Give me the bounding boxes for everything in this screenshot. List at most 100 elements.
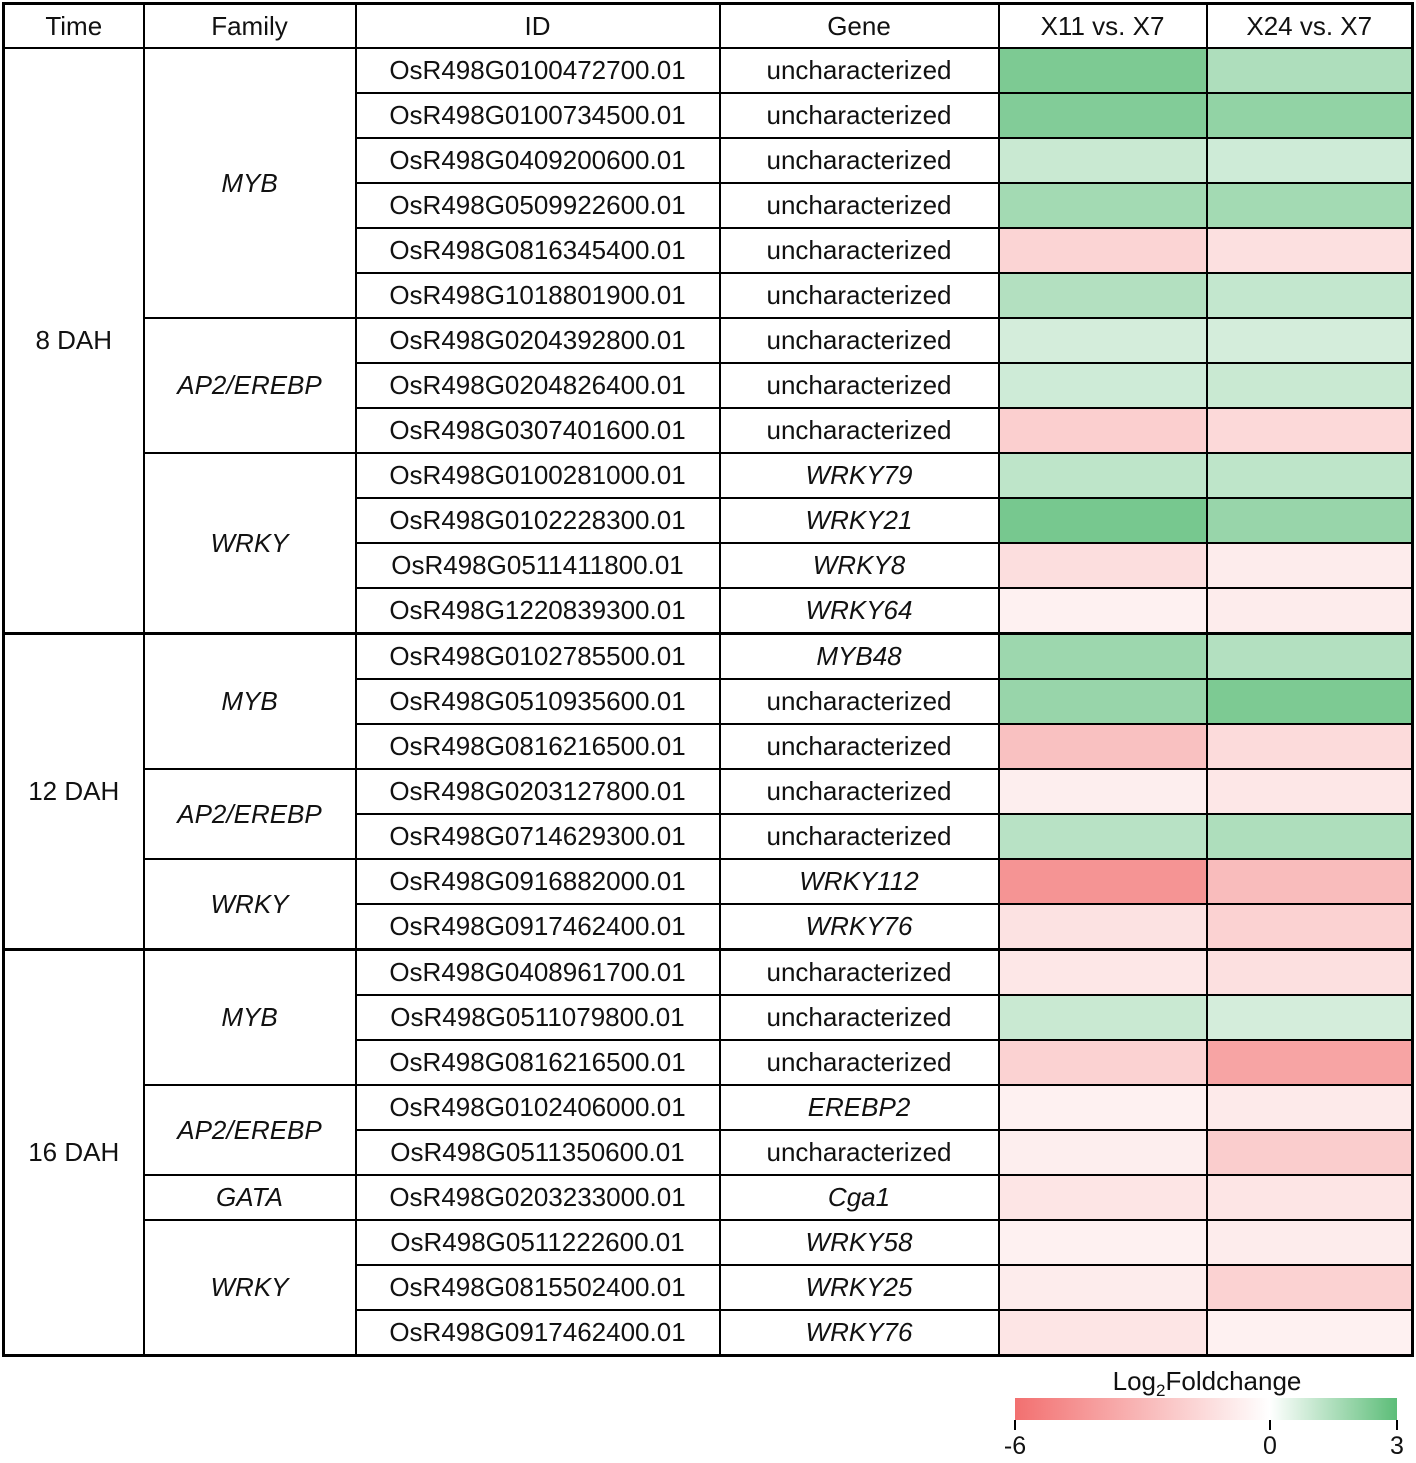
table-row: AP2/EREBP OsR498G0204392800.01 uncharacter… <box>4 317 1414 454</box>
heat-cell-x24-vs-x7 <box>1205 768 1414 815</box>
legend-title-prefix: Log <box>1112 1366 1157 1396</box>
heat-cell-x24-vs-x7 <box>1205 1084 1414 1131</box>
header-family: Family <box>142 2 357 49</box>
id-cell: OsR498G0102785500.01 <box>354 632 721 680</box>
header-row: Time Family ID Gene X11 vs. X7 X24 vs. X… <box>2 2 1414 49</box>
table-row: WRKY OsR498G0100281000.01 WRKY79 <box>4 452 1414 635</box>
table-row: WRKY OsR498G0916882000.01 WRKY112 <box>4 858 1414 951</box>
table-row: AP2/EREBP OsR498G0102406000.01 EREBP2 <box>4 1084 1414 1176</box>
table-row: 16 DAH MYB OsR498G0408961700.01 uncharacter… <box>2 948 1414 1357</box>
time-cell: 16 DAH <box>2 948 145 1357</box>
legend-tick-max <box>1396 1420 1398 1430</box>
heat-cell-x24-vs-x7 <box>1205 497 1414 544</box>
gene-cell: uncharacterized <box>718 272 1000 319</box>
table-row: 8 DAH MYB OsR498G0100472700.01 uncharacteri… <box>2 47 1414 635</box>
heat-cell-x11-vs-x7 <box>997 452 1208 499</box>
table-row: OsR498G0511079800.01 uncharacterized <box>4 994 1414 1041</box>
gene-cell: uncharacterized <box>718 182 1000 229</box>
heat-cell-x11-vs-x7 <box>997 497 1208 544</box>
heat-cell-x11-vs-x7 <box>997 1264 1208 1311</box>
gene-cell: uncharacterized <box>718 768 1000 815</box>
id-cell: OsR498G0203127800.01 <box>354 768 721 815</box>
gene-cell: uncharacterized <box>718 1129 1000 1176</box>
heat-cell-x11-vs-x7 <box>997 768 1208 815</box>
id-cell: OsR498G0511411800.01 <box>354 542 721 589</box>
table-row: OsR498G0917462400.01 WRKY76 <box>4 1309 1414 1357</box>
table-row: OsR498G0509922600.01 uncharacterized <box>4 182 1414 229</box>
heat-cell-x24-vs-x7 <box>1205 227 1414 274</box>
heat-cell-x24-vs-x7 <box>1205 903 1414 951</box>
header-x11-vs-x7: X11 vs. X7 <box>997 2 1208 49</box>
heat-cell-x11-vs-x7 <box>997 587 1208 635</box>
table-row: OsR498G0102228300.01 WRKY21 <box>4 497 1414 544</box>
legend-tick-min <box>1014 1420 1016 1430</box>
heat-cell-x11-vs-x7 <box>997 858 1208 905</box>
heat-cell-x24-vs-x7 <box>1205 407 1414 454</box>
id-cell: OsR498G0509922600.01 <box>354 182 721 229</box>
family-cell: AP2/EREBP <box>142 768 357 860</box>
heat-cell-x11-vs-x7 <box>997 903 1208 951</box>
heat-cell-x24-vs-x7 <box>1205 994 1414 1041</box>
heat-cell-x24-vs-x7 <box>1205 137 1414 184</box>
heat-cell-x11-vs-x7 <box>997 182 1208 229</box>
id-cell: OsR498G0409200600.01 <box>354 137 721 184</box>
heat-cell-x24-vs-x7 <box>1205 1264 1414 1311</box>
id-cell: OsR498G0511079800.01 <box>354 994 721 1041</box>
id-cell: OsR498G0511350600.01 <box>354 1129 721 1176</box>
id-cell: OsR498G0511222600.01 <box>354 1219 721 1266</box>
heat-cell-x24-vs-x7 <box>1205 542 1414 589</box>
family-cell: MYB <box>142 632 357 770</box>
gene-cell: uncharacterized <box>718 47 1000 94</box>
table-row: OsR498G0917462400.01 WRKY76 <box>4 903 1414 951</box>
heat-cell-x11-vs-x7 <box>997 1129 1208 1176</box>
gene-cell: WRKY21 <box>718 497 1000 544</box>
gene-cell: WRKY25 <box>718 1264 1000 1311</box>
id-cell: OsR498G0100472700.01 <box>354 47 721 94</box>
heat-cell-x11-vs-x7 <box>997 47 1208 94</box>
heat-cell-x11-vs-x7 <box>997 227 1208 274</box>
heat-cell-x24-vs-x7 <box>1205 678 1414 725</box>
table-row: 12 DAH MYB OsR498G0102785500.01 MYB48 <box>2 632 1414 951</box>
gene-cell: WRKY79 <box>718 452 1000 499</box>
family-cell: WRKY <box>142 452 357 635</box>
table-row: WRKY OsR498G0511222600.01 WRKY58 <box>4 1219 1414 1357</box>
heat-cell-x11-vs-x7 <box>997 362 1208 409</box>
id-cell: OsR498G0510935600.01 <box>354 678 721 725</box>
id-cell: OsR498G0102228300.01 <box>354 497 721 544</box>
family-cell: AP2/EREBP <box>142 1084 357 1176</box>
id-cell: OsR498G0916882000.01 <box>354 858 721 905</box>
heat-cell-x24-vs-x7 <box>1205 1309 1414 1357</box>
legend-title-subscript: 2 <box>1156 1381 1166 1401</box>
heat-cell-x24-vs-x7 <box>1205 47 1414 94</box>
id-cell: OsR498G0204826400.01 <box>354 362 721 409</box>
heat-cell-x11-vs-x7 <box>997 407 1208 454</box>
heat-cell-x24-vs-x7 <box>1205 1129 1414 1176</box>
gene-cell: WRKY8 <box>718 542 1000 589</box>
gene-cell: uncharacterized <box>718 92 1000 139</box>
gene-cell: MYB48 <box>718 632 1000 680</box>
heat-cell-x24-vs-x7 <box>1205 1039 1414 1086</box>
table-row: OsR498G0816345400.01 uncharacterized <box>4 227 1414 274</box>
table-row: OsR498G0714629300.01 uncharacterized <box>4 813 1414 860</box>
gene-cell: uncharacterized <box>718 948 1000 996</box>
gene-cell: uncharacterized <box>718 723 1000 770</box>
time-cell: 8 DAH <box>2 47 145 635</box>
legend-tick-mid <box>1269 1420 1271 1430</box>
table-row: OsR498G0511350600.01 uncharacterized <box>4 1129 1414 1176</box>
legend-gradient-bar <box>1015 1398 1397 1420</box>
table-body: 8 DAH MYB OsR498G0100472700.01 uncharacteri… <box>2 47 1414 1357</box>
heat-cell-x11-vs-x7 <box>997 1084 1208 1131</box>
heat-cell-x11-vs-x7 <box>997 137 1208 184</box>
legend-label-max: 3 <box>1390 1432 1404 1460</box>
family-cell: AP2/EREBP <box>142 317 357 454</box>
header-id: ID <box>354 2 721 49</box>
gene-cell: uncharacterized <box>718 407 1000 454</box>
heat-cell-x24-vs-x7 <box>1205 723 1414 770</box>
gene-cell: uncharacterized <box>718 137 1000 184</box>
id-cell: OsR498G0714629300.01 <box>354 813 721 860</box>
table-row: OsR498G0409200600.01 uncharacterized <box>4 137 1414 184</box>
heat-cell-x24-vs-x7 <box>1205 452 1414 499</box>
table-row: GATA OsR498G0203233000.01 Cga1 <box>4 1174 1414 1221</box>
id-cell: OsR498G0100281000.01 <box>354 452 721 499</box>
id-cell: OsR498G1018801900.01 <box>354 272 721 319</box>
